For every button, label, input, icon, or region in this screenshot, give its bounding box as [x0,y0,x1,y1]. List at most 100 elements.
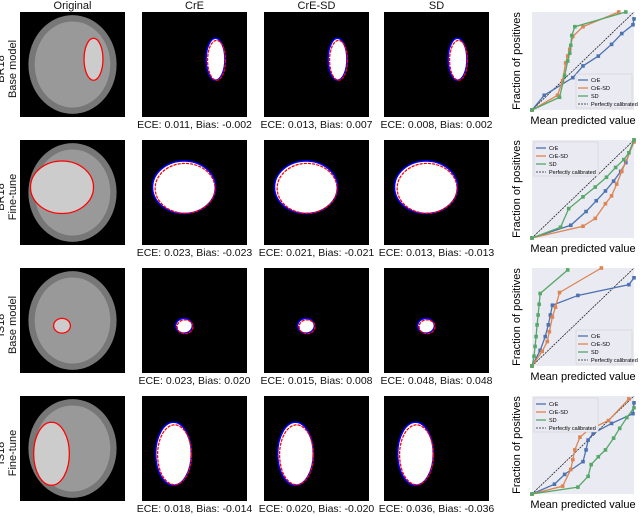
ece-bias-caption: ECE: 0.013, Bias: 0.007 [260,119,373,131]
data-point [614,182,619,186]
calibration-plot: Fraction of positives Mean predicted valu… [511,396,636,511]
data-point [562,472,567,477]
segmentation-image [384,12,489,117]
perfectly-calibrated-line [531,267,635,367]
data-point [557,290,562,295]
data-point [603,201,608,206]
row-label: BR18 Base model [0,24,19,114]
data-point [571,75,575,80]
data-point [593,185,598,189]
ece-bias-caption: ECE: 0.011, Bias: -0.002 [137,119,252,131]
data-point [555,93,560,98]
row-label: BR18 Fine-tune [0,152,19,242]
model-label: Fine-tune [7,429,19,477]
data-point [624,10,628,14]
data-point [534,334,538,339]
legend-label: CrE-SD [591,86,610,92]
perfectly-calibrated-line [531,11,635,111]
ece-bias-caption: ECE: 0.023, Bias: 0.020 [138,375,251,387]
data-point [584,209,588,214]
ece-bias-caption: ECE: 0.015, Bias: 0.008 [260,375,373,387]
segmentation-image [264,396,369,501]
data-point [550,315,555,319]
mri-original-image [20,396,125,501]
ece-bias-caption: ECE: 0.048, Bias: 0.048 [380,375,493,387]
data-point [596,454,601,459]
data-point [568,467,573,472]
data-point [533,344,537,349]
data-point [576,485,580,489]
data-point [594,198,599,203]
data-point [545,339,550,344]
data-point [553,305,558,309]
mri-original-image [20,140,125,245]
data-point [632,140,636,144]
data-point [532,354,536,358]
model-label: Fine-tune [7,173,19,221]
data-point [565,59,570,63]
data-point [632,138,636,142]
mri-original-image [20,268,125,373]
legend-label: CrE-SD [549,154,568,160]
legend-label: CrE [549,146,559,152]
data-point [567,51,572,55]
legend-label: CrE [591,78,601,84]
segmentation-image [264,12,369,117]
legend-label: CrE-SD [591,342,610,348]
data-point [535,323,539,327]
model-label: Base model [7,295,19,355]
data-point [566,206,571,211]
data-point [589,462,593,467]
dataset-label: IS18 [0,441,7,465]
data-point [586,438,590,442]
data-point [591,431,595,436]
data-point [538,291,542,296]
data-point [530,364,534,368]
mri-original-image [20,12,125,117]
series-line-sd [531,407,635,495]
data-point [596,54,601,58]
series-line-cre-sd [531,141,635,239]
data-point [613,165,618,170]
segmentation-image [384,268,489,373]
ece-bias-caption: ECE: 0.020, Bias: -0.020 [258,503,375,515]
data-point [568,223,573,228]
legend-label: Perfectly calibrated [549,426,596,432]
data-point [563,61,568,65]
y-axis-label: Fraction of positives [511,268,523,366]
segmentation-image [384,396,489,501]
data-point [627,150,631,155]
ece-bias-caption: ECE: 0.018, Bias: -0.014 [136,503,253,515]
data-point [546,323,551,327]
series-line-sd [531,139,635,239]
legend-label: SD [549,418,557,424]
data-point [558,225,563,230]
x-axis-label: Mean predicted value [530,499,635,511]
data-point [622,157,626,162]
ece-bias-caption: ECE: 0.023, Bias: -0.023 [136,247,253,259]
data-point [578,435,582,439]
data-point [530,492,534,496]
segmentation-image [264,268,369,373]
data-point [631,22,635,27]
data-point [599,266,604,270]
data-point [586,474,590,479]
calibration-plot: Fraction of positives Mean predicted valu… [511,266,638,383]
data-point [552,482,557,486]
data-point [573,24,577,29]
dataset-label: BR18 [0,55,7,83]
legend-label: SD [591,94,599,100]
legend-label: Perfectly calibrated [549,170,596,176]
row-label: IS18 Fine-tune [0,408,19,498]
segmentation-image [142,268,247,373]
data-point [616,10,621,14]
data-point [538,348,542,353]
data-point [569,33,574,38]
column-header-original: Original [53,0,92,12]
y-axis-label: Fraction of positives [511,12,523,110]
data-point [548,313,553,317]
calibration-plot: Fraction of positives Mean predicted valu… [511,10,638,127]
data-point [560,78,565,83]
data-point [609,194,614,198]
ece-bias-caption: ECE: 0.008, Bias: 0.002 [380,119,493,131]
